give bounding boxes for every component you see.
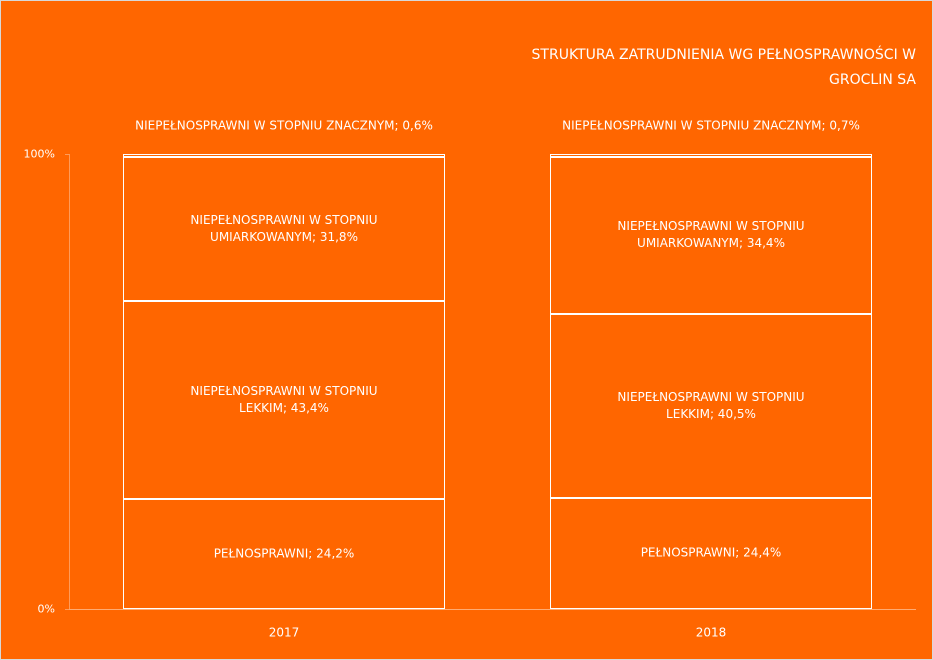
y-tick-label: 0% <box>37 602 55 616</box>
x-axis <box>69 609 916 610</box>
x-tick-label: 2017 <box>268 625 300 640</box>
bar-segment <box>550 154 872 158</box>
data-label: NIEPEŁNOSPRAWNI W STOPNIU ZNACZNYM; 0,7% <box>562 118 860 133</box>
bar-segment <box>123 301 445 499</box>
data-label: PEŁNOSPRAWNI; 24,2% <box>213 546 355 561</box>
bar-segment <box>550 157 872 314</box>
chart-title: STRUKTURA ZATRUDNIENIA WG PEŁNOSPRAWNOŚC… <box>531 47 916 88</box>
data-label: PEŁNOSPRAWNI; 24,4% <box>640 545 782 560</box>
y-tick-label: 100% <box>23 147 55 161</box>
bar-segment <box>550 497 872 609</box>
bar-segment <box>550 313 872 498</box>
data-label: NIEPEŁNOSPRAWNI W STOPNIU LEKKIM; 40,5% <box>617 389 805 421</box>
data-label: NIEPEŁNOSPRAWNI W STOPNIU UMIARKOWANYM; … <box>617 219 805 251</box>
data-label: NIEPEŁNOSPRAWNI W STOPNIU LEKKIM; 43,4% <box>190 384 378 416</box>
y-tick <box>65 609 69 610</box>
bar-segment <box>123 156 445 302</box>
bar-segment <box>123 154 445 157</box>
bar-segment <box>123 498 445 609</box>
x-tick-label: 2018 <box>695 625 727 640</box>
data-label: NIEPEŁNOSPRAWNI W STOPNIU ZNACZNYM; 0,6% <box>135 118 433 133</box>
data-label: NIEPEŁNOSPRAWNI W STOPNIU UMIARKOWANYM; … <box>190 213 378 245</box>
y-axis <box>69 154 70 609</box>
y-tick <box>65 154 69 155</box>
